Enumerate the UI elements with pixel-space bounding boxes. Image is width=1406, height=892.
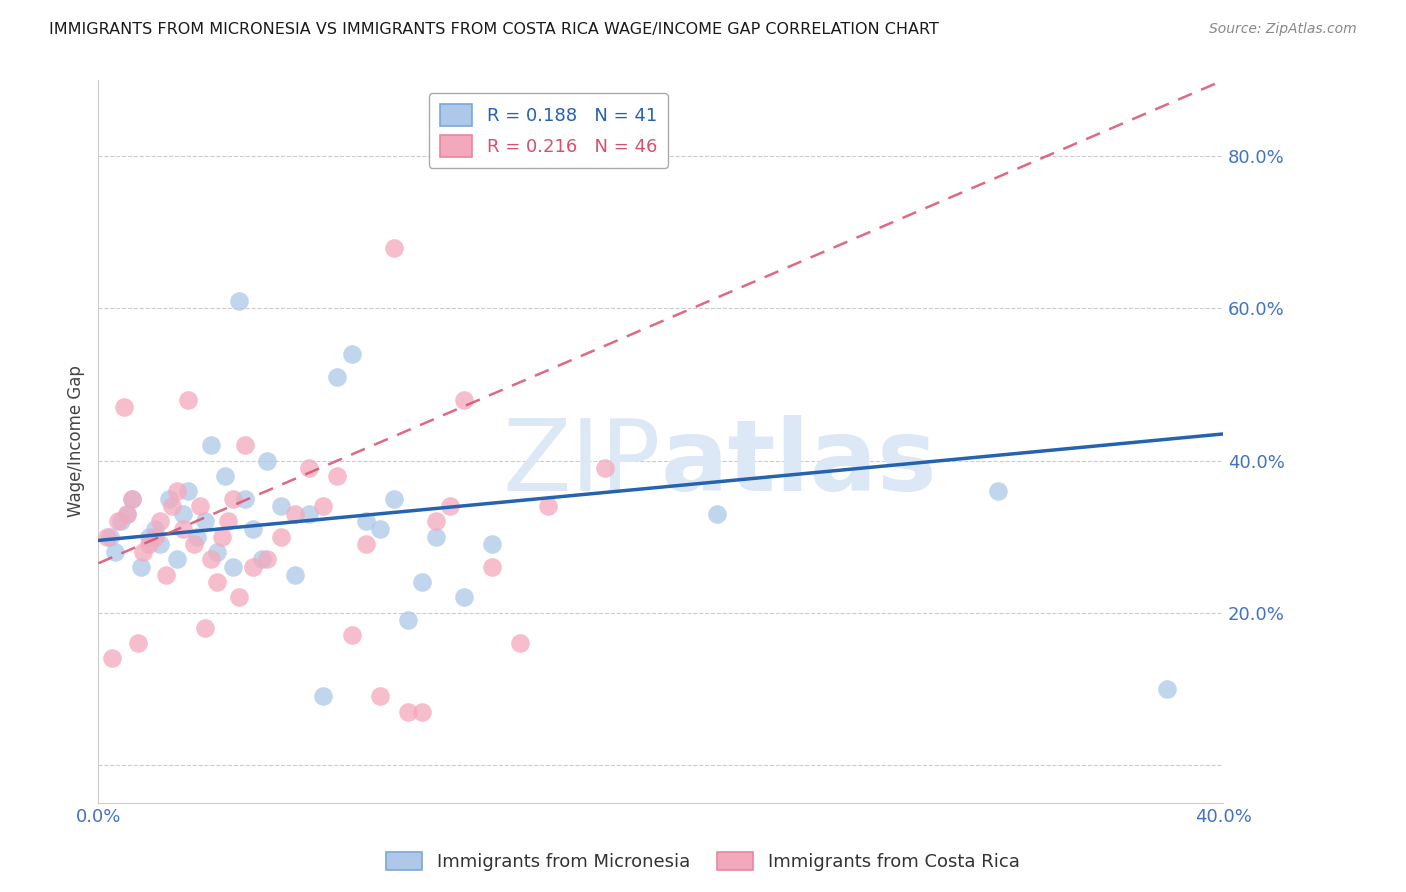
Point (194, 515, 217, 529)
Point (205, 575, 228, 590)
Point (160, 499, 183, 513)
Point (250, 552, 273, 566)
Point (121, 491, 143, 506)
Point (228, 591, 250, 605)
Point (593, 461, 616, 475)
Point (200, 438, 222, 452)
Point (439, 499, 461, 513)
Point (138, 530, 160, 544)
Point (104, 545, 127, 559)
Point (425, 530, 447, 544)
Point (188, 499, 211, 513)
Point (354, 537, 377, 551)
Point (242, 522, 264, 536)
Point (143, 522, 166, 536)
Point (312, 690, 335, 704)
Point (205, 545, 228, 559)
Point (368, 522, 391, 536)
Point (382, 241, 405, 255)
Point (425, 515, 447, 529)
Point (481, 560, 503, 574)
Point (1156, 681, 1178, 696)
Legend: Immigrants from Micronesia, Immigrants from Costa Rica: Immigrants from Micronesia, Immigrants f… (380, 845, 1026, 879)
Point (222, 491, 245, 506)
Text: Source: ZipAtlas.com: Source: ZipAtlas.com (1209, 22, 1357, 37)
Point (396, 613, 419, 627)
Point (98, 530, 121, 544)
Point (368, 690, 391, 704)
Point (183, 537, 205, 551)
Point (312, 499, 335, 513)
Point (157, 491, 180, 506)
Point (222, 560, 245, 574)
Point (284, 507, 307, 521)
Point (217, 515, 239, 529)
Point (143, 530, 166, 544)
Point (233, 491, 256, 506)
Point (115, 507, 138, 521)
Point (200, 552, 222, 566)
Legend: R = 0.188   N = 41, R = 0.216   N = 46: R = 0.188 N = 41, R = 0.216 N = 46 (429, 93, 668, 168)
Point (382, 491, 405, 506)
Point (96, 530, 118, 544)
Point (186, 530, 208, 544)
Point (509, 636, 531, 650)
Point (537, 499, 560, 513)
Point (112, 401, 135, 415)
Point (177, 483, 200, 498)
Point (481, 537, 503, 551)
Point (411, 705, 433, 719)
Point (214, 468, 236, 483)
Point (256, 552, 278, 566)
Point (270, 499, 292, 513)
Point (110, 515, 132, 529)
Point (270, 530, 292, 544)
Point (256, 453, 278, 467)
Point (298, 461, 321, 475)
Point (411, 575, 433, 590)
Point (172, 507, 194, 521)
Point (228, 293, 250, 308)
Text: ZIP: ZIP (502, 415, 661, 512)
Point (149, 537, 172, 551)
Point (326, 370, 349, 384)
Point (121, 491, 143, 506)
Point (340, 628, 363, 642)
Point (987, 483, 1010, 498)
Point (396, 705, 419, 719)
Point (166, 483, 188, 498)
Point (242, 560, 264, 574)
Point (107, 515, 129, 529)
Point (233, 438, 256, 452)
Point (340, 347, 363, 361)
Point (101, 651, 124, 665)
Point (326, 468, 349, 483)
Point (453, 591, 475, 605)
Point (155, 567, 177, 582)
Point (706, 507, 728, 521)
Point (453, 392, 475, 407)
Point (166, 552, 188, 566)
Point (129, 560, 152, 574)
Point (298, 507, 321, 521)
Text: atlas: atlas (661, 415, 938, 512)
Point (194, 621, 217, 635)
Point (115, 507, 138, 521)
Point (138, 537, 160, 551)
Point (177, 392, 200, 407)
Point (149, 515, 172, 529)
Point (172, 522, 194, 536)
Point (354, 515, 377, 529)
Point (127, 636, 149, 650)
Point (284, 567, 307, 582)
Point (211, 530, 233, 544)
Y-axis label: Wage/Income Gap: Wage/Income Gap (66, 366, 84, 517)
Point (132, 545, 155, 559)
Text: IMMIGRANTS FROM MICRONESIA VS IMMIGRANTS FROM COSTA RICA WAGE/INCOME GAP CORRELA: IMMIGRANTS FROM MICRONESIA VS IMMIGRANTS… (49, 22, 939, 37)
